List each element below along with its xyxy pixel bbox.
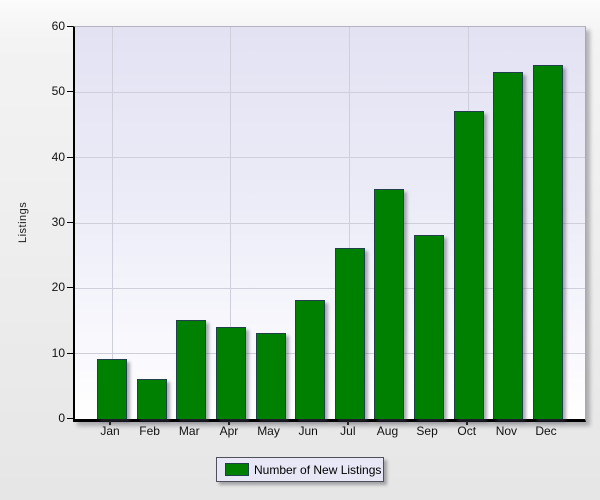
bar-oct: [453, 111, 484, 419]
x-tick-mark-jan: [109, 421, 111, 425]
y-tick-mark-60: [67, 26, 73, 27]
h-gridline-50: [75, 91, 585, 93]
y-tick-mark-40: [67, 156, 73, 158]
bar-sep: [414, 235, 445, 419]
x-tick-label-apr: Apr: [219, 424, 239, 438]
y-axis-title: Listings: [17, 201, 29, 243]
legend: Number of New Listings: [216, 457, 384, 482]
y-tick-mark-10: [67, 352, 73, 354]
h-gridline-20: [75, 287, 585, 289]
x-tick-mark-jul: [346, 421, 349, 425]
legend-label: Number of New Listings: [254, 462, 382, 477]
bar-jun: [295, 300, 326, 419]
x-tick-label-oct: Oct: [457, 424, 477, 438]
bar-aug: [374, 189, 405, 419]
y-tick-mark-50: [67, 91, 73, 93]
x-tick-mark-apr: [227, 421, 230, 425]
legend-swatch-icon: [225, 463, 249, 476]
y-tick-mark-0: [67, 418, 73, 419]
bar-may: [255, 333, 286, 419]
y-tick-label-40: 40: [51, 149, 65, 164]
bar-dec: [533, 65, 563, 419]
h-gridline-10: [75, 353, 585, 355]
x-tick-label-jul: Jul: [340, 424, 356, 438]
x-tick-label-dec: Dec: [535, 424, 557, 438]
bar-apr: [215, 327, 246, 419]
bar-feb: [136, 379, 167, 419]
bar-jul: [334, 248, 365, 419]
x-tick-label-feb: Feb: [139, 424, 160, 438]
plot-area: [73, 26, 586, 422]
y-tick-label-0: 0: [58, 411, 65, 425]
x-tick-label-may: May: [257, 424, 280, 438]
x-tick-label-mar: Mar: [178, 424, 200, 438]
y-tick-label-10: 10: [51, 345, 65, 360]
bar-jan: [97, 359, 127, 419]
x-tick-label-nov: Nov: [495, 424, 518, 438]
h-gridline-30: [75, 222, 585, 224]
x-tick-label-jun: Jun: [298, 424, 318, 438]
y-tick-label-20: 20: [51, 280, 65, 295]
y-tick-label-60: 60: [51, 19, 65, 33]
bar-mar: [176, 320, 207, 419]
y-tick-label-50: 50: [51, 84, 65, 99]
v-gridline-apr: [230, 27, 232, 419]
x-tick-label-aug: Aug: [376, 424, 399, 438]
v-gridline-jan: [111, 27, 113, 419]
y-tick-label-30: 30: [51, 215, 65, 229]
x-tick-label-jan: Jan: [100, 424, 120, 438]
h-gridline-40: [75, 157, 585, 159]
y-tick-mark-20: [67, 287, 73, 289]
bar-nov: [493, 72, 524, 419]
x-tick-mark-oct: [465, 421, 468, 425]
x-tick-label-sep: Sep: [416, 424, 438, 438]
y-tick-mark-30: [67, 222, 73, 223]
v-gridline-jul: [349, 27, 351, 419]
